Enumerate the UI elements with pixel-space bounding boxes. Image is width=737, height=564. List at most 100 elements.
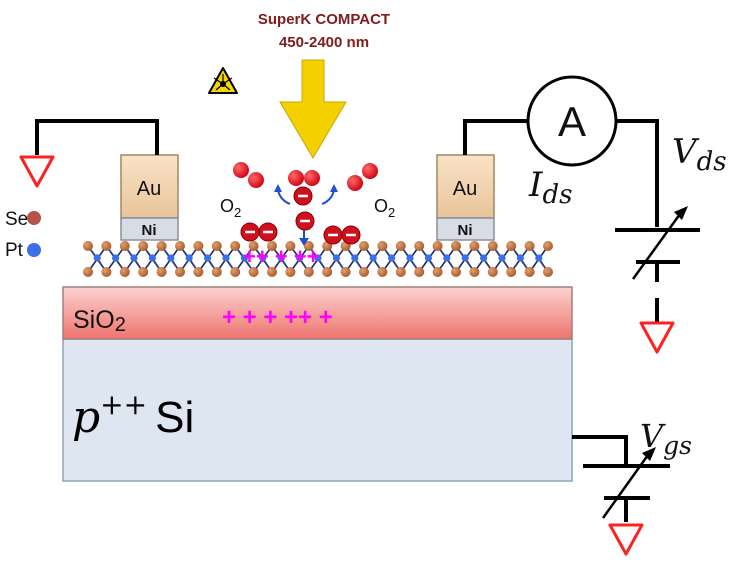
se-atom (395, 267, 406, 277)
pt-atom (277, 254, 285, 262)
ammeter-label: A (558, 98, 586, 145)
pt-atom (314, 254, 322, 262)
se-atom (211, 241, 222, 251)
gs-circuit-wire (572, 435, 628, 522)
pt-atom (424, 254, 432, 262)
se-atom (487, 241, 498, 251)
o2-molecule-right (347, 163, 378, 191)
se-atom (248, 241, 259, 251)
se-atom (359, 267, 369, 277)
vgs-source-icon (583, 447, 670, 519)
oxide-charges: + + + ++ + (222, 304, 333, 331)
pt-atom (406, 254, 414, 262)
se-atom (432, 241, 443, 251)
pt-atom (332, 254, 340, 262)
pt-atom (222, 254, 230, 262)
pt-atom (259, 254, 267, 262)
left-wire (35, 119, 159, 155)
o2-label-left: O2 (220, 196, 241, 220)
o2-molecule-left (233, 162, 264, 188)
se-atom (524, 241, 535, 251)
substrate-label: p++ Si (72, 388, 194, 443)
oxide-label: SiO2 (73, 306, 126, 336)
se-atom (101, 241, 112, 251)
se-atom (267, 267, 277, 277)
gs-ground-icon (608, 523, 644, 556)
pt-atom (112, 254, 120, 262)
se-atom (377, 241, 388, 251)
se-atom (230, 241, 241, 251)
se-atom (469, 267, 480, 277)
atom-legend: Se Pt (5, 209, 41, 261)
left-electrode: Au Ni (120, 154, 179, 241)
pt-atom (535, 254, 543, 262)
se-atom (487, 267, 498, 277)
pt-atom (480, 254, 488, 262)
right-ni-label: Ni (458, 222, 473, 239)
se-atom (506, 241, 517, 251)
se-atom (414, 241, 425, 251)
se-atom (156, 241, 167, 251)
se-atom (451, 267, 461, 277)
se-atom (119, 241, 130, 251)
sio2-layer (62, 286, 573, 340)
right-au-label: Au (453, 178, 477, 200)
vds-source-icon (615, 206, 700, 280)
pt-atom (185, 254, 193, 262)
laser-range: 450-2400 nm (279, 34, 369, 51)
legend-pt-dot (27, 243, 41, 257)
left-au-label: Au (137, 178, 161, 200)
se-atom (506, 267, 517, 277)
adsorbed-electrons (240, 186, 361, 245)
se-atom (377, 267, 388, 277)
pt-atom (369, 254, 377, 262)
se-atom (230, 267, 241, 277)
se-atom (101, 267, 112, 277)
left-ground-icon (19, 155, 55, 188)
vds-label: Vds (672, 132, 727, 177)
se-atom (543, 241, 553, 251)
se-atom (193, 241, 204, 251)
ids-label: Ids (528, 165, 572, 210)
se-atom (395, 241, 406, 251)
legend-se-label: Se (5, 209, 28, 230)
se-atom (303, 241, 314, 251)
se-atom (156, 267, 167, 277)
pt-atom (130, 254, 138, 262)
pt-atom (204, 254, 212, 262)
se-atom (119, 267, 130, 277)
ds-circuit-wire (463, 119, 659, 322)
se-atom (432, 267, 443, 277)
pt-atom (388, 254, 396, 262)
laser-title: SuperK COMPACT (258, 11, 390, 28)
right-electrode: Au Ni (436, 154, 495, 241)
laser-arrow (279, 59, 347, 159)
si-substrate (62, 338, 573, 482)
se-atom (414, 267, 425, 277)
se-atom (175, 241, 185, 251)
pt-atom (443, 254, 451, 262)
pt-atom (351, 254, 359, 262)
se-atom (175, 267, 185, 277)
ammeter: A (526, 75, 618, 167)
se-atom (138, 241, 149, 251)
pt-atom (516, 254, 525, 262)
pt-atom (240, 254, 248, 262)
se-atom (267, 241, 277, 251)
legend-pt-label: Pt (5, 240, 24, 261)
vgs-label: Vgs (640, 417, 692, 460)
o2-molecule-center (288, 170, 320, 186)
se-atom (543, 267, 553, 277)
ds-ground-icon (639, 321, 675, 354)
se-atom (83, 241, 93, 251)
legend-se-dot (27, 211, 41, 225)
laser-warning-icon (208, 67, 238, 94)
se-atom (451, 241, 461, 251)
pt-atom (93, 254, 101, 262)
pt-atom (167, 254, 175, 262)
se-atom (211, 267, 222, 277)
channel-charges: ++ + ++ (243, 244, 319, 269)
left-ni-label: Ni (142, 222, 157, 239)
se-atom (340, 267, 351, 277)
